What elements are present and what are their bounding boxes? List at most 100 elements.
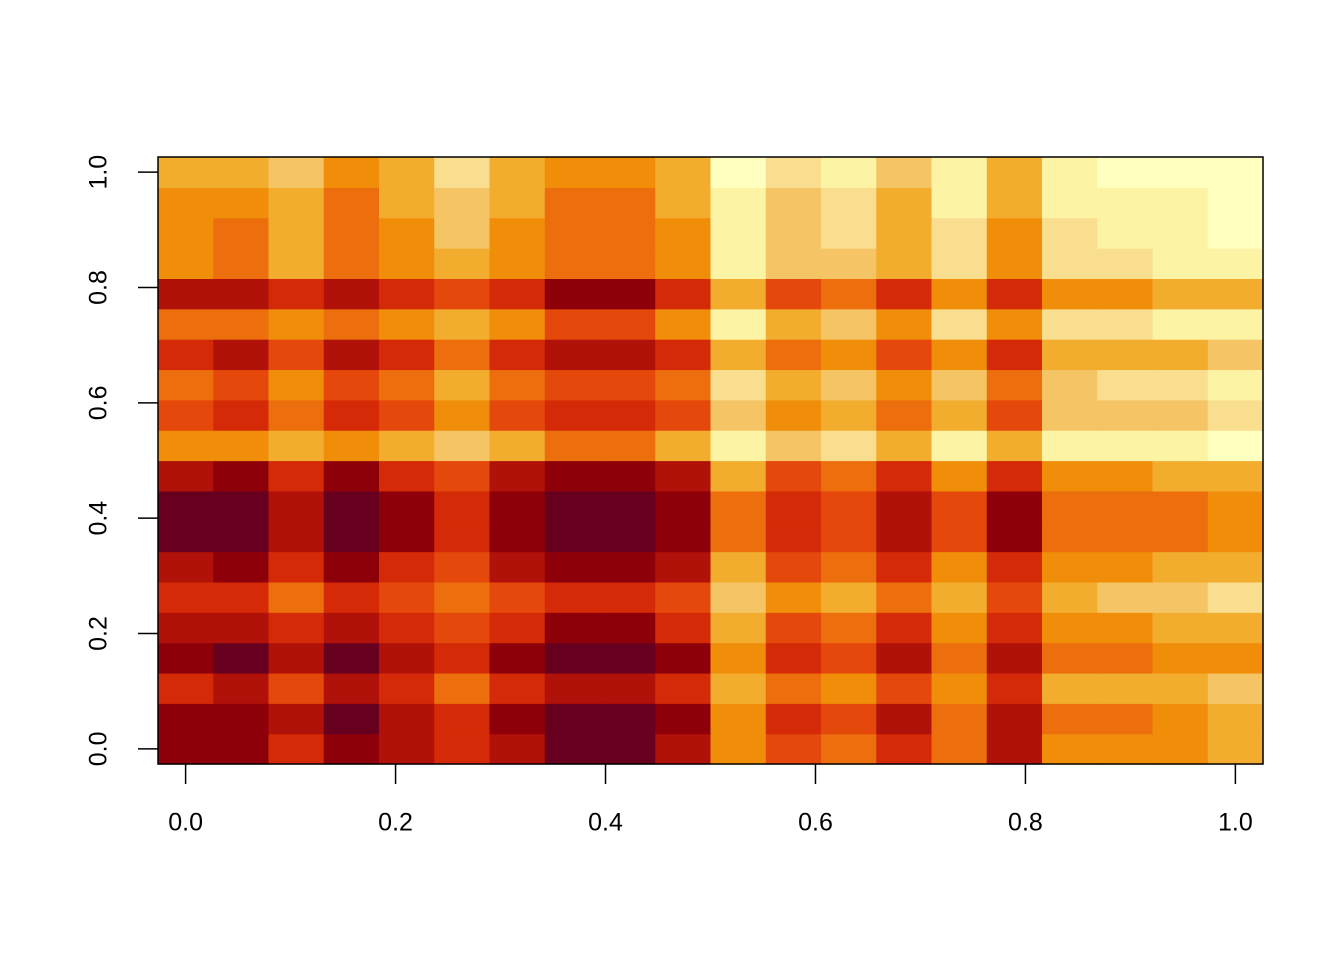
- cell: [323, 278, 380, 310]
- cell: [157, 248, 214, 279]
- cell: [378, 521, 435, 553]
- cell: [599, 703, 656, 735]
- cell: [986, 156, 1043, 188]
- cell: [986, 521, 1043, 553]
- cell: [986, 703, 1043, 735]
- x-tick-label: 0.2: [378, 809, 413, 837]
- cell: [1097, 551, 1154, 583]
- cell: [157, 703, 214, 735]
- cell: [378, 642, 435, 674]
- cell: [1207, 339, 1264, 371]
- cell: [1042, 156, 1098, 188]
- cell: [765, 308, 822, 340]
- cell: [1152, 551, 1209, 583]
- cell: [986, 217, 1043, 249]
- cell: [544, 399, 601, 431]
- cell: [876, 612, 933, 644]
- cell: [1042, 460, 1098, 492]
- cell: [655, 733, 712, 765]
- cell: [157, 612, 214, 644]
- cell: [489, 551, 546, 583]
- cell: [544, 551, 601, 583]
- cell: [434, 399, 491, 431]
- cell: [323, 551, 380, 583]
- cell: [821, 308, 877, 340]
- cell: [1097, 369, 1154, 401]
- cell: [710, 521, 767, 553]
- cell: [931, 369, 988, 401]
- cell: [489, 339, 546, 371]
- cell: [655, 551, 712, 583]
- cell: [1152, 521, 1209, 553]
- cell: [213, 551, 270, 583]
- cell: [986, 187, 1043, 219]
- cell: [268, 551, 325, 583]
- cell: [931, 308, 988, 340]
- cell: [655, 581, 712, 613]
- cell: [986, 642, 1043, 674]
- cell: [876, 278, 933, 310]
- cell: [655, 278, 712, 310]
- cell: [1097, 672, 1154, 704]
- cell: [268, 278, 325, 310]
- cell: [710, 581, 767, 613]
- cell: [655, 187, 712, 219]
- cell: [378, 581, 435, 613]
- cell: [544, 521, 601, 553]
- cell: [710, 612, 767, 644]
- cell: [489, 430, 546, 462]
- cell: [1097, 217, 1154, 249]
- cell: [1097, 733, 1154, 765]
- cell: [876, 551, 933, 583]
- cell: [489, 217, 546, 249]
- cell: [268, 187, 325, 219]
- cell: [931, 399, 988, 431]
- cell: [710, 156, 767, 188]
- cell: [378, 703, 435, 735]
- cell: [655, 612, 712, 644]
- cell: [1207, 248, 1264, 279]
- cell: [1152, 399, 1209, 431]
- cell: [821, 551, 877, 583]
- cell: [157, 278, 214, 310]
- cell: [1042, 612, 1098, 644]
- cell: [434, 156, 491, 188]
- cell: [1207, 551, 1264, 583]
- cell: [213, 672, 270, 704]
- cell: [1097, 642, 1154, 674]
- cell: [323, 672, 380, 704]
- cell: [655, 308, 712, 340]
- cell: [986, 278, 1043, 310]
- cell: [655, 521, 712, 553]
- cell: [931, 430, 988, 462]
- cell: [213, 369, 270, 401]
- cell: [1207, 460, 1264, 492]
- cell: [1152, 612, 1209, 644]
- cell: [765, 703, 822, 735]
- plot-frame: [157, 156, 1264, 765]
- cell: [1152, 278, 1209, 310]
- cell: [599, 612, 656, 644]
- y-tick-label: 0.2: [85, 616, 113, 651]
- cell: [323, 460, 380, 492]
- cell: [986, 248, 1043, 279]
- cell: [765, 430, 822, 462]
- cell: [821, 399, 877, 431]
- cell: [268, 612, 325, 644]
- cell: [1042, 187, 1098, 219]
- cell: [489, 521, 546, 553]
- cell: [1097, 703, 1154, 735]
- cell: [876, 156, 933, 188]
- cell: [931, 217, 988, 249]
- cell: [213, 642, 270, 674]
- cell: [268, 521, 325, 553]
- cell: [544, 581, 601, 613]
- cell: [876, 430, 933, 462]
- cell: [599, 156, 656, 188]
- cell: [599, 430, 656, 462]
- cell: [655, 703, 712, 735]
- cell: [1042, 733, 1098, 765]
- cell: [1207, 642, 1264, 674]
- cell: [323, 187, 380, 219]
- cell: [268, 308, 325, 340]
